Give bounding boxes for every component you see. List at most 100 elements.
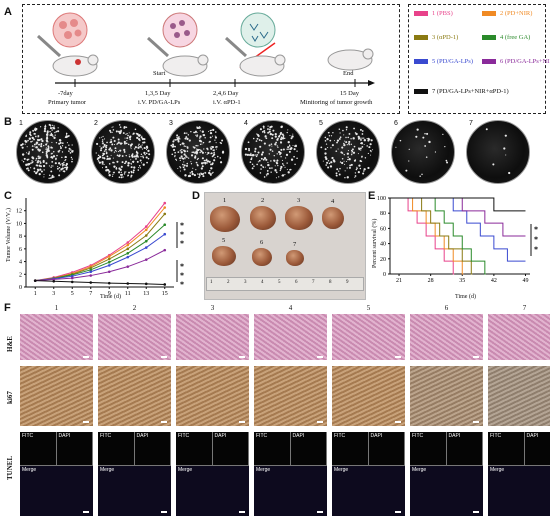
colony: [105, 146, 108, 149]
colony: [359, 159, 362, 162]
scale-bar: [83, 511, 89, 513]
colony: [267, 125, 269, 127]
colony: [359, 167, 362, 170]
colony: [179, 167, 182, 169]
colony: [105, 144, 108, 147]
dish-number: 7: [469, 120, 473, 127]
colony: [58, 142, 61, 145]
colony: [33, 138, 35, 141]
colony: [196, 153, 198, 155]
data-point: [89, 266, 93, 270]
colony: [485, 128, 488, 131]
colony: [177, 137, 180, 140]
colony: [52, 165, 54, 167]
colony: [285, 153, 289, 157]
colony: [139, 159, 142, 162]
colony: [325, 143, 328, 145]
colony: [21, 159, 23, 161]
colony: [120, 173, 123, 176]
colony: [179, 143, 182, 146]
scale-bar: [161, 421, 167, 423]
colony: [40, 143, 43, 146]
scale-bar: [317, 421, 323, 423]
colony: [274, 132, 277, 136]
colony: [267, 128, 269, 130]
colony: [68, 147, 71, 150]
x-tick-label: 5: [71, 291, 74, 297]
colony: [271, 150, 274, 152]
he-stain-image: [332, 314, 405, 360]
colony: [97, 157, 100, 160]
colony: [189, 139, 191, 141]
colony: [182, 157, 185, 160]
colony: [53, 125, 55, 127]
colony: [201, 130, 205, 133]
legend-entry: 1 (PBS): [414, 10, 453, 17]
timeline-desc-1: Primary tumor: [48, 99, 87, 106]
colony: [288, 145, 291, 147]
colony: [328, 162, 331, 165]
colony: [27, 139, 29, 142]
colony: [31, 156, 34, 159]
colony: [131, 160, 134, 163]
colony: [421, 173, 423, 176]
colony: [121, 155, 124, 157]
merge-label: Merge: [256, 467, 271, 473]
colony: [29, 133, 32, 136]
significance-mark: *: [180, 262, 184, 271]
colony: [98, 161, 102, 164]
colony: [59, 164, 62, 166]
colony: [140, 136, 143, 139]
colony: [276, 145, 278, 147]
x-tick-label: 7: [89, 291, 92, 297]
colony: [31, 161, 34, 164]
colony: [206, 153, 208, 155]
colony: [36, 138, 40, 141]
colony: [219, 141, 222, 144]
colony: [293, 155, 295, 158]
colony: [147, 149, 150, 153]
colony: [119, 126, 122, 128]
colony: [120, 171, 122, 173]
colony: [108, 174, 111, 177]
colony: [113, 165, 116, 168]
colony: [59, 145, 62, 147]
colony: [251, 167, 254, 170]
dapi-subpanel: [524, 432, 550, 466]
colony: [118, 176, 121, 179]
colony: [258, 159, 261, 162]
colony: [140, 146, 142, 149]
merge-label: Merge: [100, 467, 115, 473]
colony: [61, 145, 64, 147]
panel-label-a: A: [4, 6, 12, 18]
legend-entry: 2 (PD+NIR): [482, 10, 532, 17]
scale-bar: [473, 356, 479, 358]
colony: [250, 152, 252, 154]
colony: [212, 135, 214, 137]
colony: [197, 145, 199, 147]
colony: [354, 172, 357, 174]
colony: [143, 147, 146, 149]
colony: [204, 137, 206, 139]
dish-number: 4: [244, 120, 248, 127]
colony: [33, 132, 36, 135]
colony: [359, 147, 362, 150]
colony: [40, 156, 42, 158]
colony: [260, 153, 264, 156]
colony: [339, 136, 342, 139]
colony: [214, 131, 217, 133]
colony: [139, 167, 141, 169]
colony: [113, 162, 115, 164]
colony: [184, 155, 187, 157]
colony: [284, 174, 286, 176]
colony: [59, 141, 62, 144]
colony: [267, 163, 270, 167]
colony: [270, 143, 273, 145]
colony: [31, 140, 34, 142]
data-point: [89, 281, 93, 284]
colony: [350, 138, 352, 140]
survival-curve-5: [390, 197, 526, 262]
colony: [256, 137, 259, 140]
panel-label-d: D: [192, 190, 200, 202]
ruler-number: 6: [295, 280, 298, 285]
